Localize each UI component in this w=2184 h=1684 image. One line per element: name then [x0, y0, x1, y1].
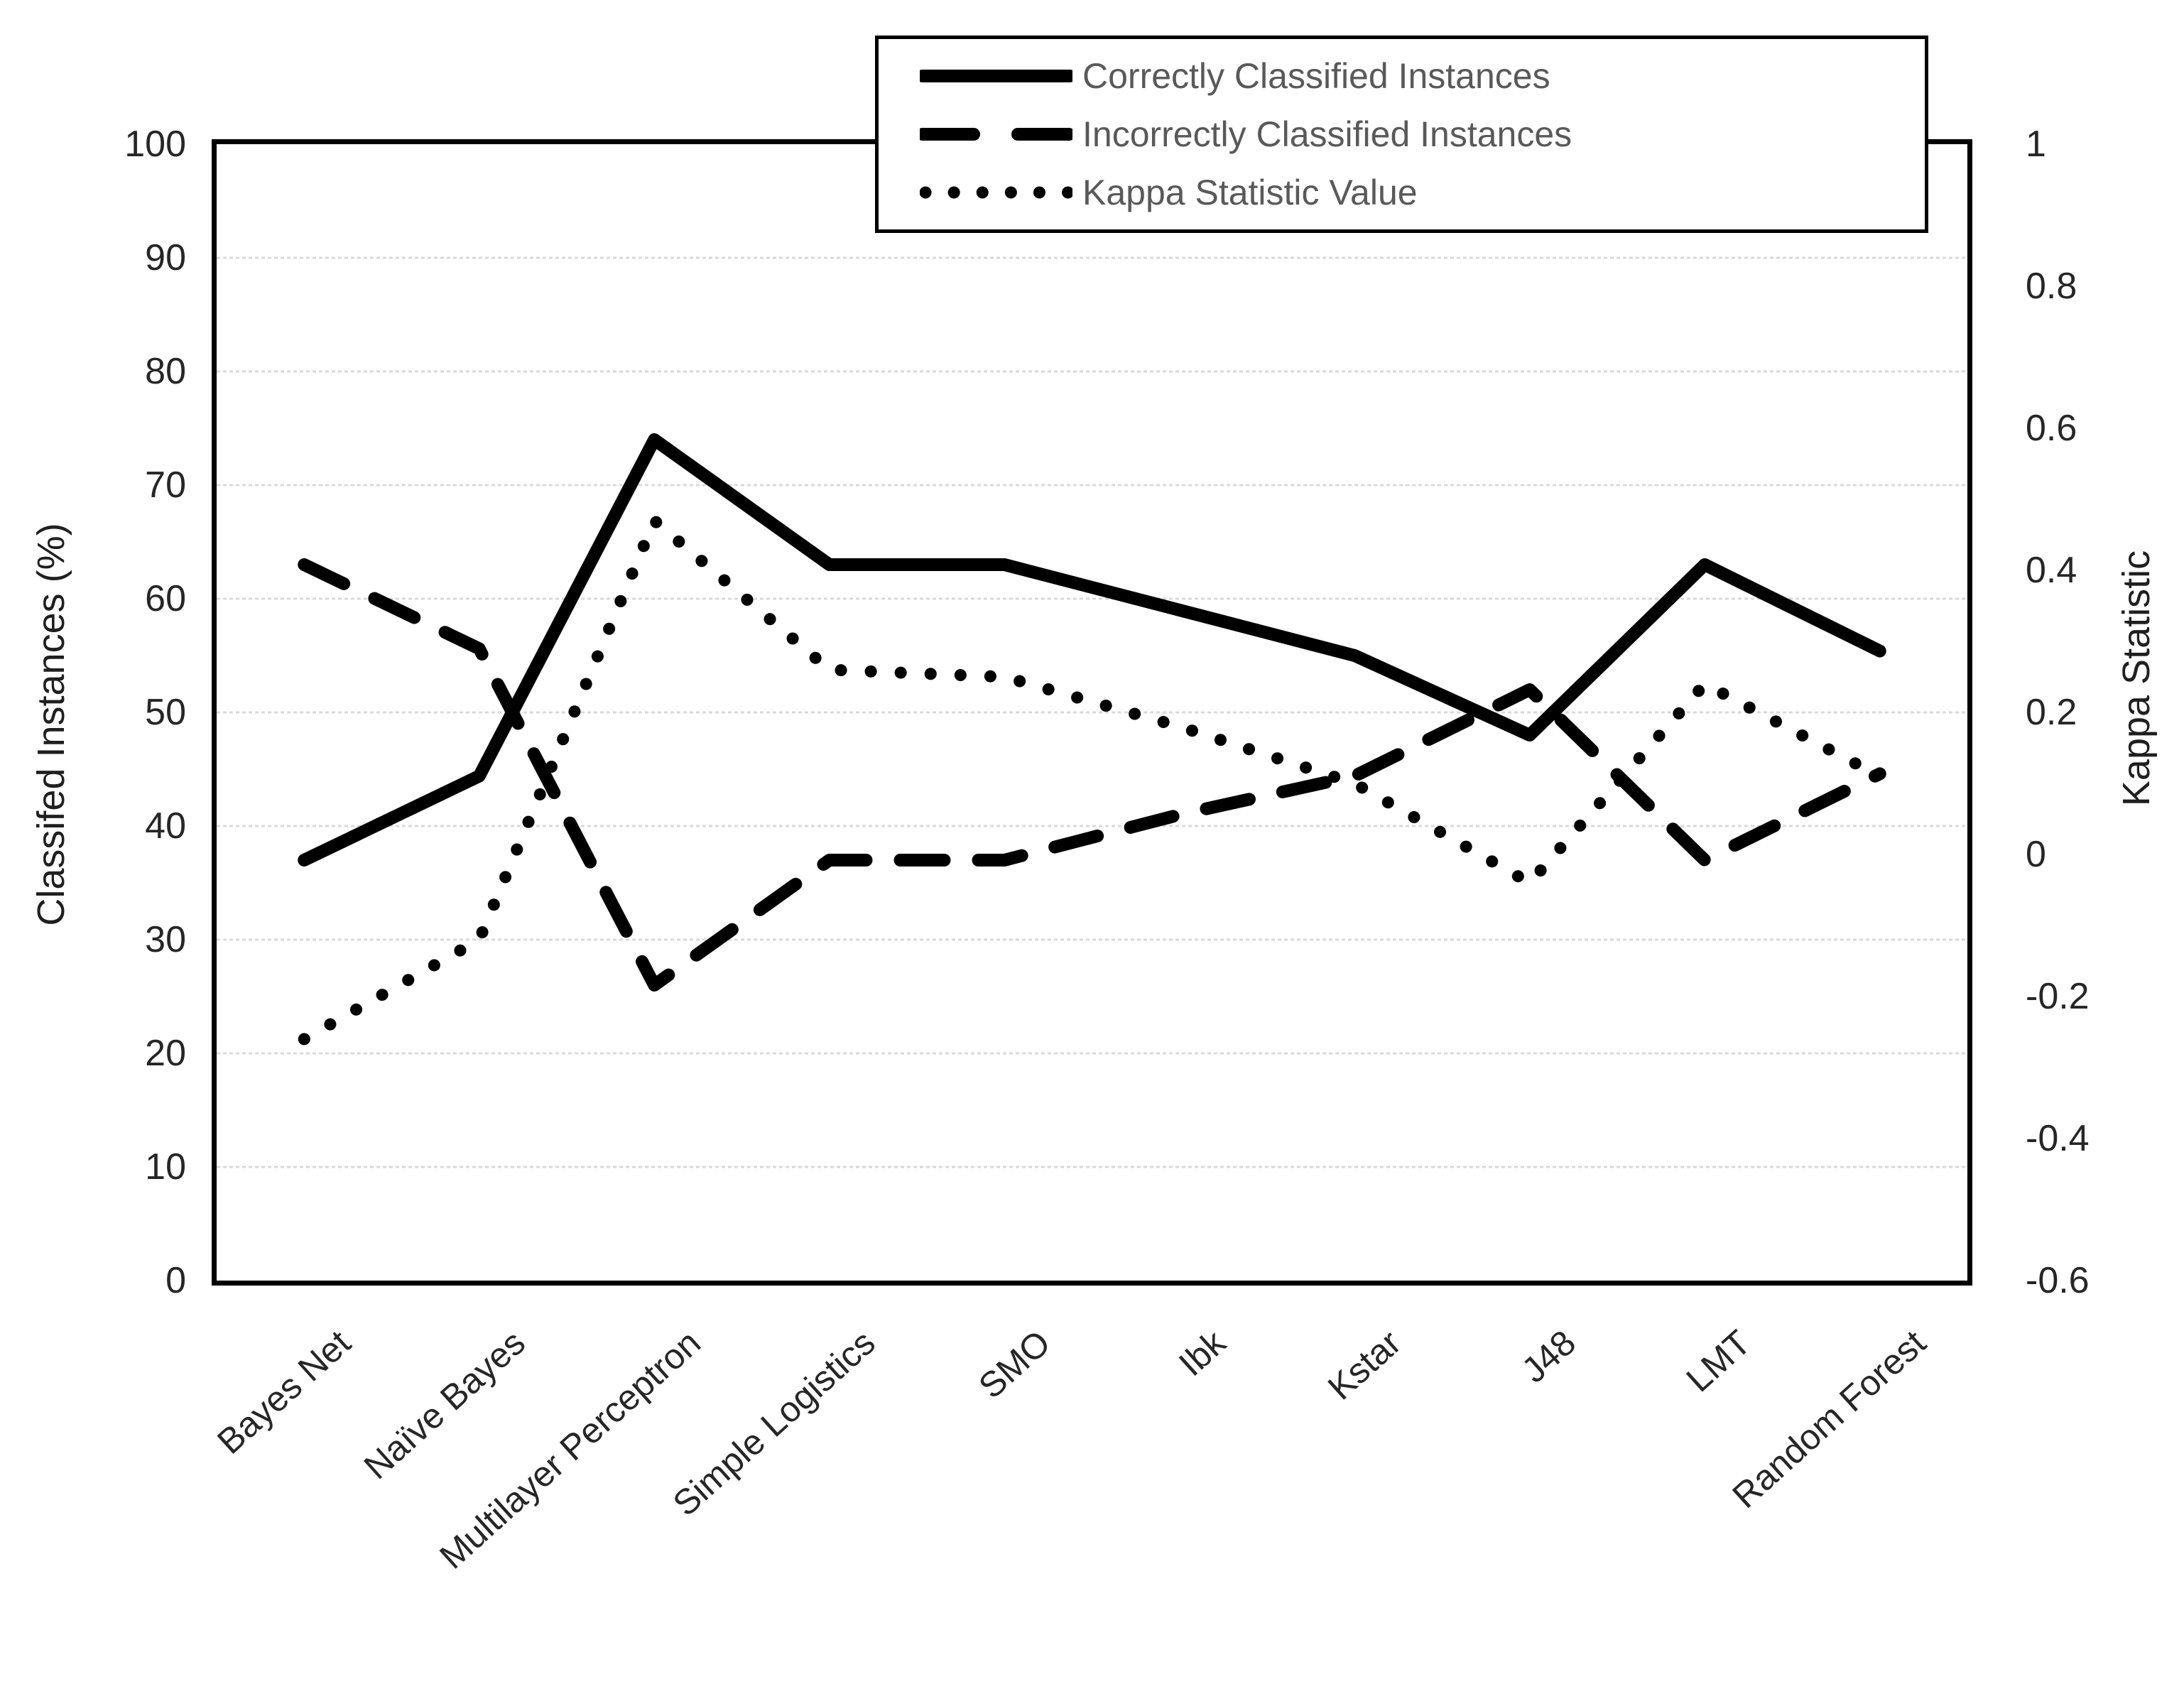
right-axis-title: Kappa Statistic — [2115, 550, 2158, 807]
right-axis-tick-label: 0.4 — [2026, 550, 2077, 591]
right-axis-tick-label: 0.2 — [2026, 692, 2077, 733]
left-axis-tick-label: 50 — [145, 692, 186, 733]
left-axis-title: Classifed Instances (%) — [30, 523, 72, 926]
left-axis-tick-label: 60 — [145, 578, 186, 619]
right-axis-tick-label: -0.4 — [2026, 1118, 2090, 1159]
x-axis-category-label: SMO — [971, 1322, 1058, 1406]
left-axis-tick-label: 90 — [145, 237, 186, 278]
series-line-solid — [298, 433, 1886, 867]
right-axis-tick-label: 0.8 — [2026, 266, 2077, 307]
legend-item-kappa: Kappa Statistic Value — [920, 171, 1925, 214]
x-axis-category-label: LMT — [1678, 1322, 1759, 1400]
right-axis-tick-label: -0.6 — [2026, 1260, 2090, 1301]
left-axis-tick-label: 80 — [145, 351, 186, 392]
left-axis-tick-label: 30 — [145, 919, 186, 960]
legend: Correctly Classified Instances Incorrect… — [875, 36, 1928, 233]
legend-label: Correctly Classified Instances — [1082, 56, 1550, 96]
x-axis-category-label: Naïve Bayes — [357, 1322, 533, 1487]
legend-label: Incorrectly Classified Instances — [1082, 114, 1572, 154]
right-axis-tick-label: 0.6 — [2026, 408, 2077, 449]
right-axis-tick-label: -0.2 — [2026, 976, 2090, 1017]
right-axis-tick-label: 1 — [2026, 124, 2046, 165]
plot-area — [212, 139, 1972, 1286]
solid-line-icon — [920, 70, 1072, 82]
x-axis-category-label: Ibk — [1171, 1322, 1234, 1384]
dotted-line-icon — [920, 186, 1072, 199]
left-axis-tick-label: 0 — [165, 1260, 186, 1301]
x-axis-category-label: J48 — [1514, 1322, 1584, 1391]
legend-label: Kappa Statistic Value — [1082, 173, 1418, 212]
left-axis-tick-label: 10 — [145, 1146, 186, 1188]
left-axis-tick-label: 40 — [145, 805, 186, 847]
x-axis-category-label: Kstar — [1320, 1322, 1408, 1408]
left-axis-tick-label: 20 — [145, 1033, 186, 1074]
left-axis-tick-label: 100 — [124, 124, 186, 165]
series-line-dashed — [298, 558, 1886, 992]
plot-canvas — [217, 256, 1967, 1168]
left-axis-tick-label: 70 — [145, 465, 186, 506]
x-axis-category-label: Bayes Net — [209, 1322, 358, 1462]
legend-item-incorrectly: Incorrectly Classified Instances — [920, 113, 1925, 156]
right-axis-tick-label: 0 — [2026, 834, 2046, 875]
series-line-dotted — [298, 514, 1886, 1045]
legend-item-correctly: Correctly Classified Instances — [920, 55, 1925, 97]
dashed-line-icon — [920, 128, 1072, 141]
